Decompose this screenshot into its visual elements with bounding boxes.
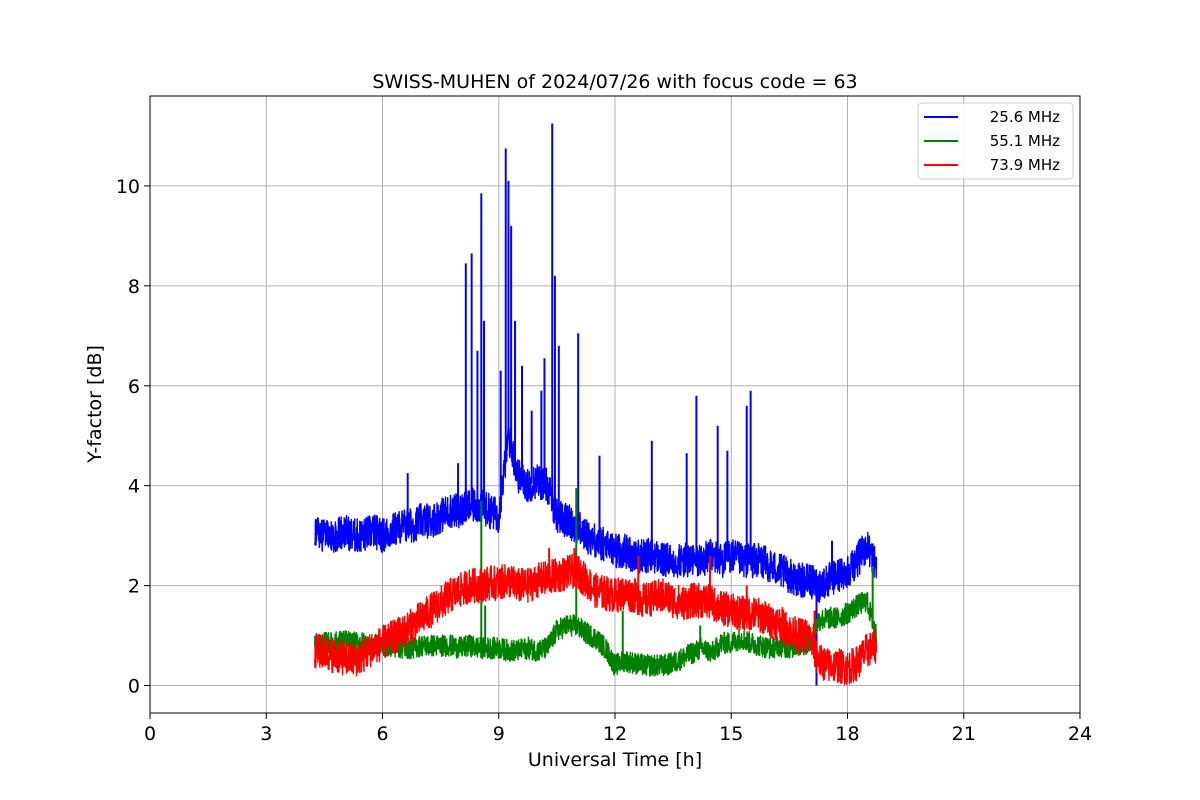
y-tick-label: 8 [128, 276, 140, 298]
series-0 [314, 123, 878, 686]
x-tick-label: 9 [493, 723, 505, 745]
y-tick-label: 6 [128, 376, 140, 398]
x-tick-label: 15 [719, 723, 743, 745]
series-2 [314, 548, 878, 686]
legend-label: 55.1 MHz [990, 132, 1060, 150]
x-tick-label: 24 [1068, 723, 1092, 745]
x-tick-label: 6 [376, 723, 388, 745]
series-layer [314, 123, 878, 686]
chart-title: SWISS-MUHEN of 2024/07/26 with focus cod… [372, 71, 857, 93]
x-tick-label: 12 [603, 723, 627, 745]
x-tick-label: 3 [260, 723, 272, 745]
y-tick-label: 10 [116, 176, 140, 198]
legend-box [917, 102, 1074, 180]
x-tick-label: 0 [144, 723, 156, 745]
x-tick-label: 21 [952, 723, 976, 745]
legend: 25.6 MHz 55.1 MHz 73.9 MHz [917, 102, 1074, 180]
x-axis-label: Universal Time [h] [528, 749, 702, 771]
series-line [314, 427, 878, 603]
series-line [314, 552, 878, 686]
y-axis-label: Y-factor [dB] [84, 345, 106, 464]
x-tick-label: 18 [835, 723, 859, 745]
legend-label: 73.9 MHz [990, 156, 1060, 174]
legend-label: 25.6 MHz [990, 108, 1060, 126]
series-line [314, 591, 878, 677]
y-tick-label: 4 [128, 476, 140, 498]
y-tick-label: 2 [128, 576, 140, 598]
y-tick-label: 0 [128, 676, 140, 698]
